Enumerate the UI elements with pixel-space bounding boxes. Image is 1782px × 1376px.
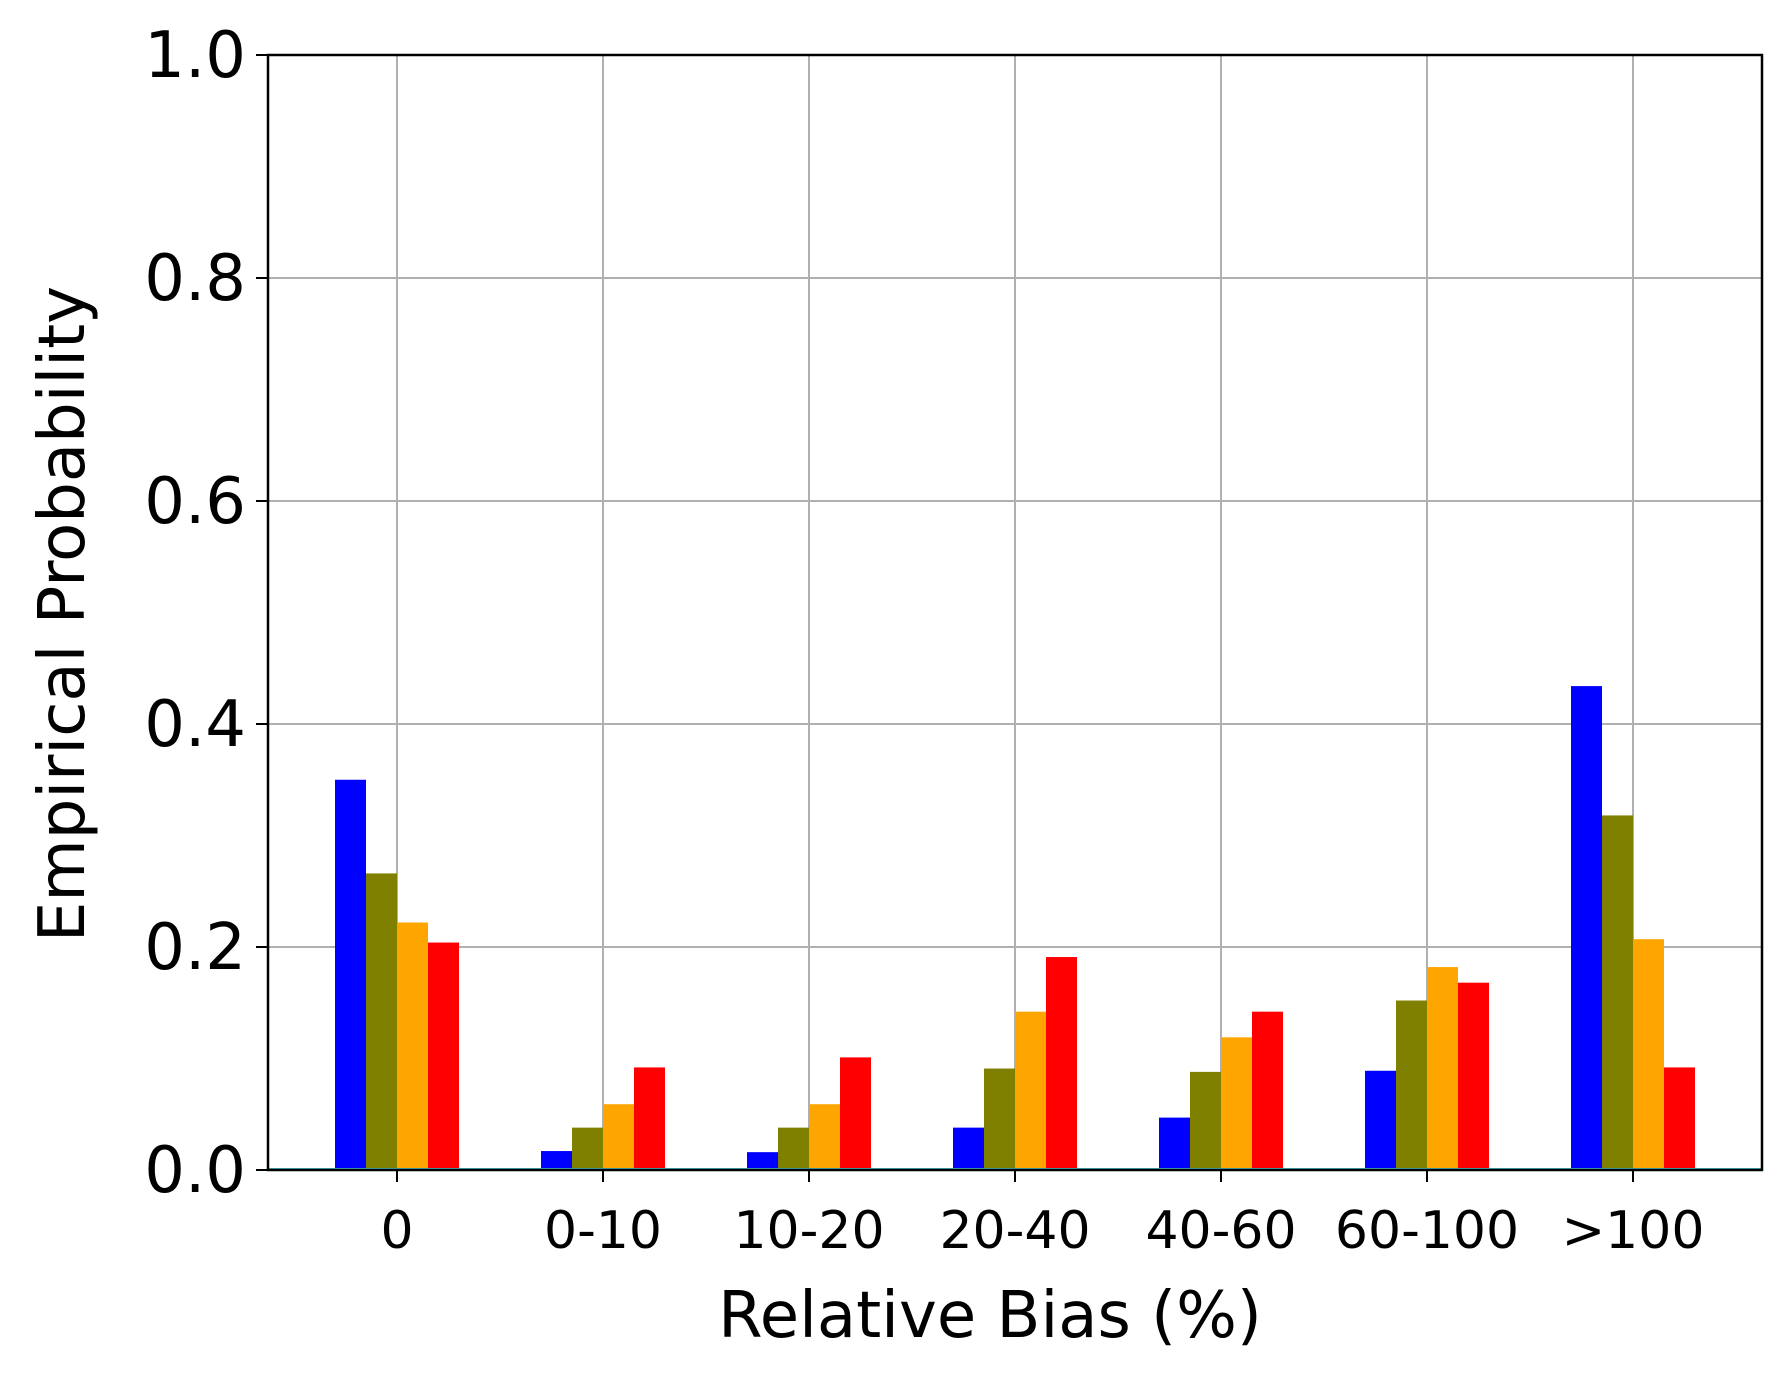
bar-series-3-6 (1633, 939, 1664, 1170)
bar-series-2-3 (984, 1068, 1015, 1170)
y-tick-label: 0.2 (144, 911, 246, 985)
x-tick-label: 20-40 (939, 1201, 1090, 1261)
axes (256, 53, 1764, 1182)
bar-series-3-2 (809, 1104, 840, 1170)
bar-series-3-1 (603, 1104, 634, 1170)
x-tick-label: 40-60 (1145, 1201, 1296, 1261)
bar-series-2-4 (1190, 1071, 1221, 1170)
y-axis-title: Empirical Probability (26, 286, 100, 942)
grid-lines (268, 54, 1762, 1171)
bar-series-4-4 (1252, 1011, 1283, 1170)
bar-series-2-0 (366, 873, 397, 1170)
x-tick-label: 0-10 (544, 1201, 662, 1261)
y-tick-label: 0.4 (144, 688, 246, 762)
bar-series-4-1 (634, 1067, 665, 1170)
x-tick-label: >100 (1562, 1201, 1705, 1261)
bar-series-3-5 (1427, 967, 1458, 1170)
bar-series-4-2 (840, 1057, 871, 1170)
bar-series-1-3 (953, 1127, 984, 1170)
bar-series-4-6 (1664, 1067, 1695, 1170)
bar-series-2-6 (1602, 815, 1633, 1170)
x-tick-label: 10-20 (733, 1201, 884, 1261)
x-axis-title: Relative Bias (%) (718, 1279, 1262, 1353)
y-tick-label: 0.0 (144, 1134, 246, 1208)
x-tick-label: 60-100 (1335, 1201, 1519, 1261)
y-tick-label: 0.6 (144, 465, 246, 539)
bar-series-1-2 (747, 1152, 778, 1170)
bar-series-3-4 (1221, 1037, 1252, 1170)
bar-series-1-5 (1365, 1070, 1396, 1170)
bar-series-2-1 (572, 1127, 603, 1170)
bar-series-4-5 (1458, 982, 1489, 1170)
y-tick-label: 1.0 (144, 19, 246, 93)
y-tick-label: 0.8 (144, 242, 246, 316)
tick-labels: 0.0 0.2 0.4 0.6 0.8 1.0 0 0-10 10-20 20-40 40-60 60… (144, 19, 1704, 1261)
bar-series-2-5 (1396, 1000, 1427, 1170)
x-tick-label: 0 (380, 1201, 413, 1261)
bar-series-1-6 (1571, 686, 1602, 1170)
bar-series-4-3 (1046, 957, 1077, 1170)
bar-series-2-2 (778, 1127, 809, 1170)
bar-series-3-3 (1015, 1011, 1046, 1170)
bar-series-1-1 (541, 1151, 572, 1170)
bar-series-4-0 (428, 942, 459, 1170)
plot-frame (266, 53, 1764, 1172)
bar-series-3-0 (397, 922, 428, 1170)
bar-series-1-4 (1159, 1117, 1190, 1170)
bar-series-1-0 (335, 779, 366, 1170)
